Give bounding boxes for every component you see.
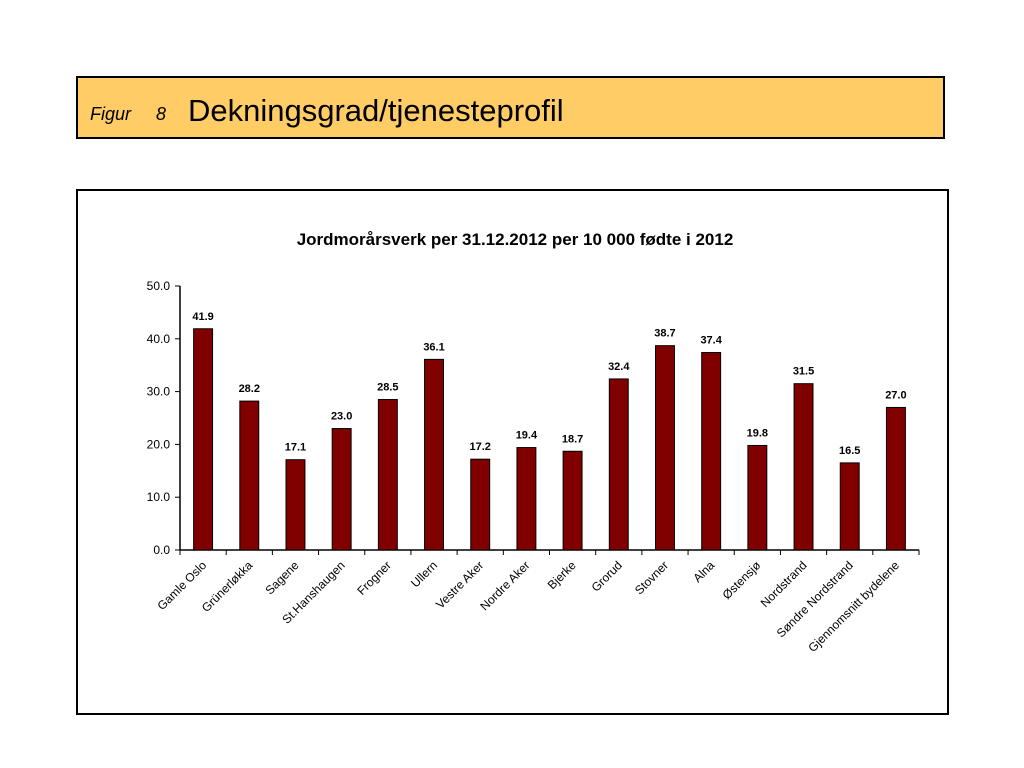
data-label: 37.4 (700, 335, 722, 347)
bar (747, 444, 768, 551)
figure-number: 8 (156, 104, 167, 124)
x-category-label: Bjerke (545, 558, 579, 592)
x-category-label: Ullern (408, 558, 440, 590)
chart-data-labels: 41.9 28.2 17.1 23.0 28.5 36.1 17.2 19.4 18.7 32.4… (192, 311, 906, 457)
data-label: 31.5 (793, 366, 814, 378)
chart-bars (193, 328, 906, 551)
x-category-label: Østensjø (720, 558, 764, 602)
figure-label: Figur (90, 104, 132, 124)
y-tick-label: 30.0 (147, 385, 171, 399)
data-label: 17.1 (285, 442, 306, 454)
data-label: 27.0 (885, 389, 906, 401)
bar (331, 428, 352, 551)
data-label: 17.2 (470, 441, 491, 453)
data-label: 28.2 (239, 383, 260, 395)
data-label: 32.4 (608, 361, 630, 373)
bar (608, 378, 629, 551)
bar-chart: Jordmorårsverk per 31.12.2012 per 10 000… (147, 230, 920, 655)
chart-title: Jordmorårsverk per 31.12.2012 per 10 000… (297, 230, 734, 249)
bar (516, 447, 537, 551)
x-category-label: Gjennomsnitt bydelene (805, 558, 902, 655)
y-tick-label: 50.0 (147, 279, 171, 293)
bar (239, 400, 260, 551)
bar (793, 383, 814, 551)
figure-title-box: Figur 8 Dekningsgrad/tjenesteprofil (76, 76, 945, 139)
bar (285, 459, 306, 551)
chart-frame: Jordmorårsverk per 31.12.2012 per 10 000… (76, 189, 949, 715)
bar (470, 458, 491, 551)
y-tick-label: 40.0 (147, 332, 171, 346)
bar (655, 345, 675, 551)
x-category-label: Alna (690, 558, 717, 585)
bar (839, 462, 860, 551)
x-category-label: Sagene (262, 558, 301, 597)
data-label: 19.8 (747, 427, 768, 439)
bar (424, 358, 444, 551)
data-label: 16.5 (839, 445, 860, 457)
bar (701, 352, 722, 551)
x-category-label: Grorud (589, 558, 625, 594)
bar (193, 328, 214, 551)
data-label: 36.1 (423, 341, 444, 353)
data-label: 18.7 (562, 433, 583, 445)
bar (377, 399, 398, 551)
bar (885, 406, 906, 551)
data-label: 28.5 (377, 382, 398, 394)
y-tick-label: 10.0 (147, 490, 171, 504)
y-tick-label: 20.0 (147, 437, 171, 451)
data-label: 38.7 (654, 328, 675, 340)
data-label: 41.9 (192, 311, 213, 323)
page-title: Dekningsgrad/tjenesteprofil (188, 93, 564, 128)
data-label: 19.4 (516, 430, 538, 442)
x-category-label: Nordre Aker (477, 558, 532, 613)
data-label: 23.0 (331, 411, 352, 423)
x-category-label: Frogner (354, 558, 394, 598)
bar (562, 450, 583, 551)
x-category-label: Stovner (632, 558, 671, 597)
y-tick-label: 0.0 (153, 543, 170, 557)
